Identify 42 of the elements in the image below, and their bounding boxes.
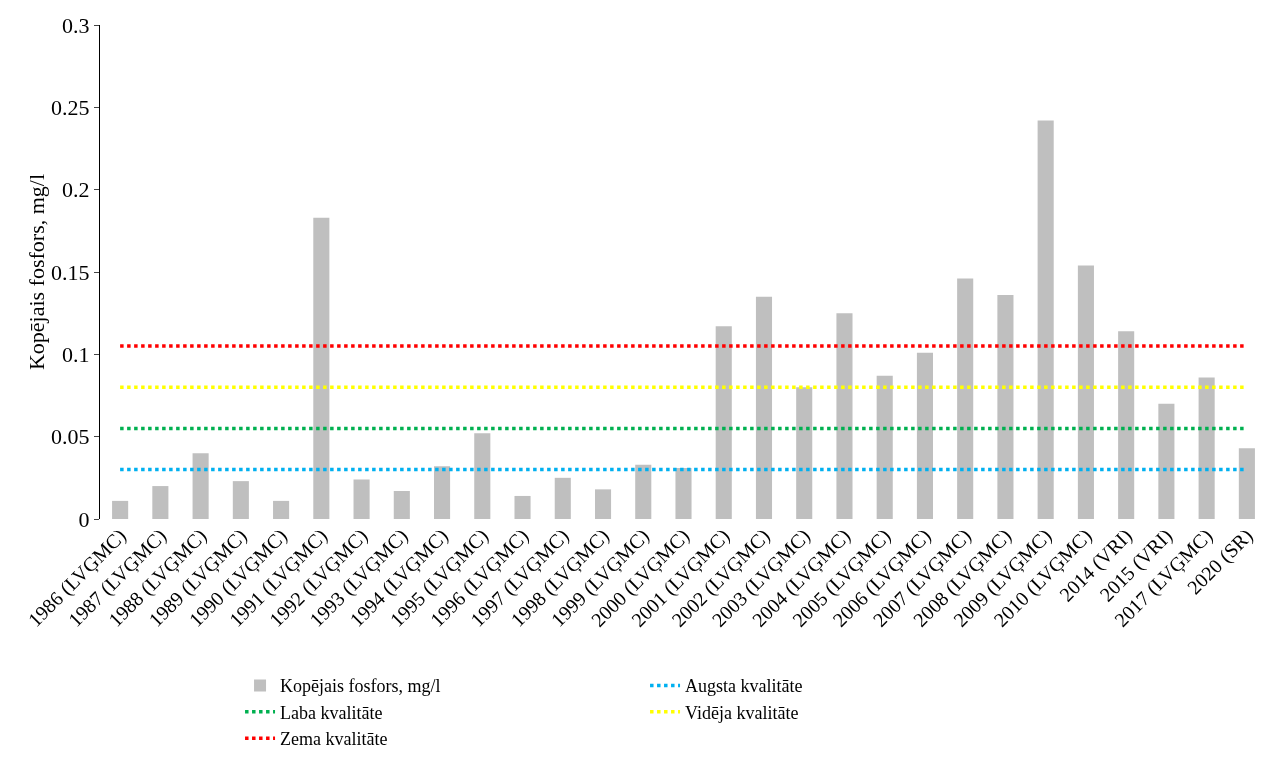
bar [1118,331,1135,519]
bar [715,326,732,519]
legend-label: Vidēja kvalitāte [685,702,799,723]
bar [635,464,652,519]
bar [554,477,571,519]
bar [393,491,410,519]
y-tick-label: 0.2 [62,177,90,203]
legend-label: Kopējais fosfors, mg/l [280,676,441,697]
bar [957,278,974,519]
bar [313,217,330,519]
bar [434,466,451,519]
bar [916,352,933,519]
y-tick-label: 0.3 [62,12,90,38]
bar [232,481,249,519]
bar [273,500,290,519]
y-axis-title: Kopējais fosfors, mg/l [24,173,50,371]
y-tick-label: 0.15 [51,259,90,285]
bar [594,489,612,519]
bar [1077,265,1094,519]
bar [1198,377,1215,519]
bar [112,500,129,519]
y-tick-label: 0.05 [51,424,90,450]
bar [876,375,893,519]
bar [755,296,773,519]
legend-label: Zema kvalitāte [280,729,388,750]
bar [152,486,169,519]
bar [997,295,1014,519]
bar [1158,403,1175,519]
bar [1037,120,1054,519]
bar [796,387,813,519]
y-tick-label: 0.25 [51,95,90,121]
y-tick-label: 0 [78,506,90,532]
bar [1238,448,1255,519]
bar [353,479,370,519]
bar [192,453,209,519]
bar [836,313,853,519]
bar [675,467,692,519]
legend-label: Augsta kvalitāte [685,676,803,697]
bar [474,433,491,519]
legend-label: Laba kvalitāte [280,702,383,723]
y-tick-label: 0.1 [62,342,90,368]
bar [514,495,531,519]
